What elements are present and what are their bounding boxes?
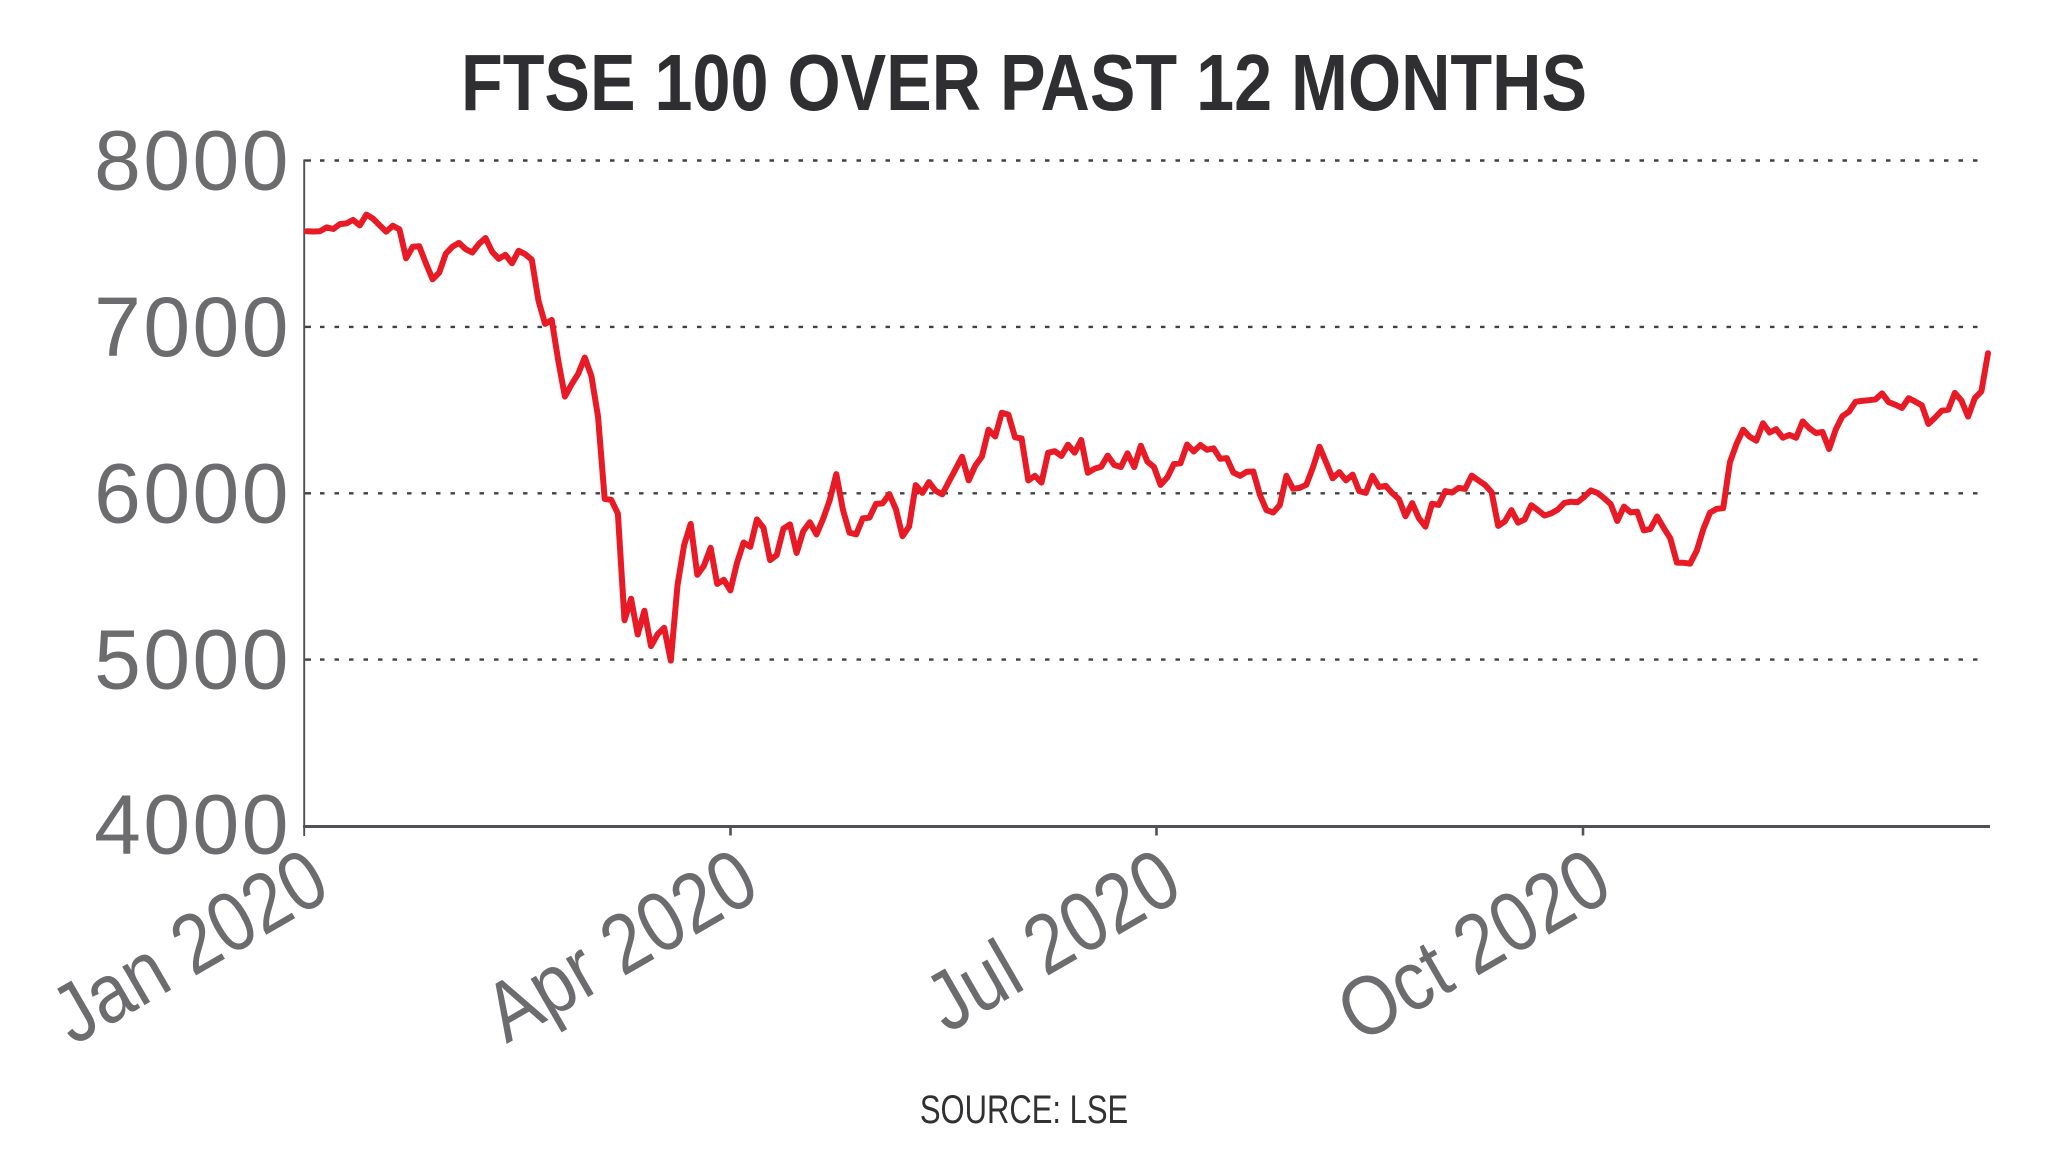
svg-text:6000: 6000 [94, 446, 291, 540]
svg-text:8000: 8000 [94, 114, 291, 208]
svg-text:7000: 7000 [94, 280, 291, 374]
svg-text:SOURCE: LSE: SOURCE: LSE [920, 1087, 1128, 1132]
svg-text:5000: 5000 [94, 613, 291, 707]
svg-text:4000: 4000 [94, 778, 291, 872]
svg-text:FTSE 100 OVER PAST 12 MONTHS: FTSE 100 OVER PAST 12 MONTHS [461, 38, 1587, 127]
